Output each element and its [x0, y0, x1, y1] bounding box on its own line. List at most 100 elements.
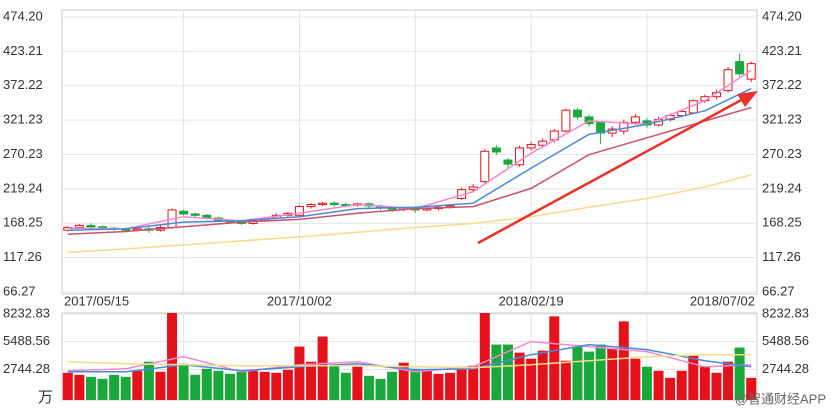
candle-body [74, 224, 84, 228]
volume-bar [630, 358, 641, 400]
candle-body [538, 140, 548, 146]
volume-bar [201, 368, 212, 400]
x-tick-label: 2018/07/02 [690, 293, 755, 308]
y-tick-label-right: 270.23 [762, 146, 802, 161]
volume-tick-label: 8232.83 [3, 305, 50, 320]
volume-bar [514, 352, 525, 400]
volume-tick-label: 2744.28 [3, 361, 50, 376]
trend-arrow [477, 91, 758, 245]
volume-bar [723, 361, 734, 400]
y-tick-label-right: 117.26 [762, 249, 801, 264]
y-tick-label: 423.21 [3, 43, 43, 58]
volume-bar [502, 344, 513, 400]
volume-frame [61, 312, 758, 401]
volume-bar [445, 372, 456, 400]
volume-bar [641, 366, 652, 400]
volume-bar [618, 321, 629, 400]
moving-average-line [67, 353, 752, 369]
candle-body [630, 116, 640, 123]
moving-average-line [67, 174, 752, 254]
volume-bar [97, 378, 108, 400]
volume-bar [167, 313, 178, 400]
volume-bar [155, 371, 166, 400]
candle-body [306, 204, 316, 208]
x-tick-label: 2018/02/19 [499, 293, 564, 308]
candle-body [294, 206, 304, 216]
moving-average-line [67, 106, 752, 235]
volume-bar [143, 361, 154, 400]
candle-body [572, 109, 582, 118]
volume-bar [271, 372, 282, 400]
volume-bar [479, 313, 490, 400]
x-tick-label: 2017/10/02 [267, 293, 332, 308]
price-plot [62, 10, 757, 294]
volume-bar [572, 346, 583, 400]
volume-bar [653, 370, 664, 400]
y-tick-label: 66.27 [3, 283, 36, 298]
y-tick-label: 219.24 [3, 180, 43, 195]
volume-bar [236, 371, 247, 400]
volume-bar [224, 373, 235, 400]
volume-bar [688, 355, 699, 400]
labels: 474.20 474.20 423.21 423.21 372.22 372.22 321.… [3, 8, 809, 406]
volume-bar [665, 377, 676, 400]
y-tick-label-right: 321.23 [762, 112, 802, 127]
volume-plot [62, 313, 757, 400]
volume-bar [375, 378, 386, 400]
y-tick-label-right: 372.22 [762, 77, 802, 92]
candle-body [561, 109, 571, 132]
volume-bar [306, 361, 317, 400]
volume-bar [363, 375, 374, 400]
price-frame [61, 9, 758, 295]
candle-body [329, 202, 339, 206]
volume-bar [190, 374, 201, 400]
candle-body [480, 150, 490, 183]
volume-bar [607, 348, 618, 400]
volume-bar [433, 373, 444, 400]
volume-bar [282, 369, 293, 400]
moving-average-line [67, 340, 752, 373]
volume-bar [213, 370, 224, 400]
y-tick-label-right: 474.20 [762, 8, 802, 23]
y-tick-label: 474.20 [3, 8, 43, 23]
volume-bar [676, 370, 687, 400]
y-tick-label: 168.25 [3, 215, 43, 230]
volume-tick-label-right: 2744.28 [762, 361, 809, 376]
volume-unit: 万 [38, 389, 53, 406]
volume-bar [595, 344, 606, 400]
volume-bar [74, 374, 85, 400]
volume-bar [699, 366, 710, 400]
candle-body [86, 224, 96, 228]
candle-body [491, 147, 501, 153]
y-tick-label-right: 219.24 [762, 180, 802, 195]
volume-bar [317, 336, 328, 400]
candle-body [723, 69, 733, 92]
volume-tick-label: 5488.56 [3, 333, 50, 348]
y-tick-label: 270.23 [3, 146, 43, 161]
volume-tick-label-right: 8232.83 [762, 305, 809, 320]
volume-bar [549, 316, 560, 400]
volume-bar [456, 366, 467, 400]
moving-average-line [67, 87, 752, 231]
candle-body [318, 202, 328, 206]
volume-bar [329, 364, 340, 400]
candle-body [526, 144, 536, 149]
x-tick-label: 2017/05/15 [64, 293, 129, 308]
volume-bar [491, 344, 502, 400]
volume-bar [526, 358, 537, 400]
volume-bar [421, 369, 432, 400]
candle-body [190, 213, 200, 216]
volume-bar [178, 363, 189, 400]
candle-body [503, 159, 513, 165]
candle-body [735, 61, 745, 75]
y-tick-label: 372.22 [3, 77, 43, 92]
volume-bar [410, 368, 421, 400]
candle-body [179, 210, 189, 215]
volume-bar [259, 371, 270, 400]
volume-bar [398, 362, 409, 400]
y-tick-label-right: 168.25 [762, 215, 802, 230]
volume-bar [248, 370, 259, 400]
watermark: @智通财经APP [735, 391, 826, 406]
volume-bar [537, 350, 548, 400]
